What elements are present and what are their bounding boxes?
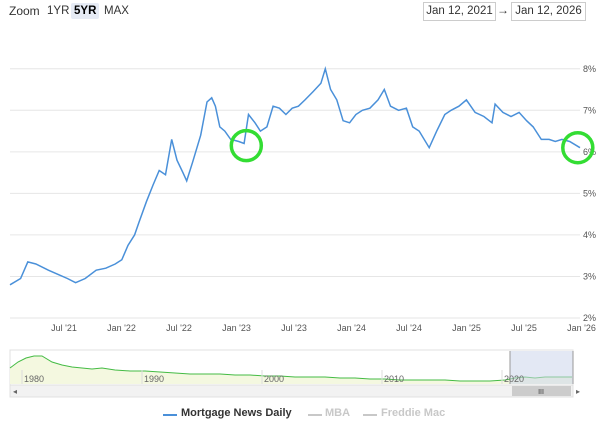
x-axis-ticks: Jul '21 Jan '22 Jul '22 Jan '23 Jul '23 Jan '…	[51, 323, 596, 333]
x-tick-label: Jul '24	[396, 323, 422, 333]
zoom-5yr-button[interactable]: 5YR	[71, 3, 100, 19]
legend-mba[interactable]: MBA	[325, 407, 351, 419]
y-tick-label: 3%	[583, 271, 596, 281]
navigator[interactable]: 1980 1990 2000 2010 2020 III ◂ ▸	[9, 349, 580, 398]
navigator-scroll-thumb[interactable]	[512, 386, 571, 396]
legend-swatch-freddie-mac	[363, 414, 377, 416]
y-tick-label: 6%	[583, 147, 596, 157]
legend-freddie-mac[interactable]: Freddie Mac	[381, 407, 446, 419]
y-axis-ticks: 2% 3% 4% 5% 6% 7% 8%	[583, 64, 596, 323]
range-to-input[interactable]: Jan 12, 2026	[511, 2, 586, 21]
legend-mortgage-news-daily[interactable]: Mortgage News Daily	[181, 407, 292, 419]
x-tick-label: Jan '26	[567, 323, 596, 333]
navigator-selected-range[interactable]	[510, 351, 573, 384]
navigator-scrollbar[interactable]	[9, 384, 574, 398]
x-tick-label: Jan '25	[452, 323, 481, 333]
range-from-input[interactable]: Jan 12, 2021	[423, 2, 496, 21]
x-tick-label: Jul '21	[51, 323, 77, 333]
highlight-circle-2	[561, 130, 595, 165]
legend-swatch-mba	[308, 414, 322, 416]
range-arrow-icon: →	[497, 3, 509, 17]
y-tick-label: 5%	[583, 188, 596, 198]
navigator-label: 2000	[264, 374, 284, 384]
scroll-thumb-grip-icon: III	[538, 389, 544, 396]
zoom-1yr-button[interactable]: 1YR	[47, 5, 70, 17]
legend-swatch-mortgage-news-daily	[163, 414, 177, 416]
x-tick-label: Jan '23	[222, 323, 251, 333]
x-tick-label: Jul '23	[281, 323, 307, 333]
y-tick-label: 4%	[583, 230, 596, 240]
grid-lines	[10, 68, 580, 319]
annotations	[229, 128, 595, 165]
navigator-line	[9, 355, 572, 382]
series-line-mortgage-news-daily[interactable]	[9, 66, 581, 286]
y-tick-label: 2%	[583, 313, 596, 323]
y-tick-label: 7%	[583, 105, 596, 115]
zoom-label: Zoom	[9, 4, 40, 18]
zoom-max-button[interactable]: MAX	[104, 5, 129, 17]
navigator-area	[10, 356, 572, 384]
x-tick-label: Jul '22	[166, 323, 192, 333]
y-tick-label: 8%	[583, 64, 596, 74]
navigator-labels: 1980 1990 2000 2010 2020	[21, 370, 524, 384]
scroll-right-arrow-icon[interactable]: ▸	[576, 387, 580, 396]
navigator-label: 1990	[144, 374, 164, 384]
navigator-label: 1980	[24, 374, 44, 384]
x-tick-label: Jul '25	[511, 323, 537, 333]
highlight-circle-1	[229, 128, 264, 163]
scroll-left-arrow-icon[interactable]: ◂	[13, 387, 17, 396]
navigator-label: 2020	[504, 374, 524, 384]
x-tick-label: Jan '24	[337, 323, 366, 333]
x-tick-label: Jan '22	[107, 323, 136, 333]
navigator-label: 2010	[384, 374, 404, 384]
